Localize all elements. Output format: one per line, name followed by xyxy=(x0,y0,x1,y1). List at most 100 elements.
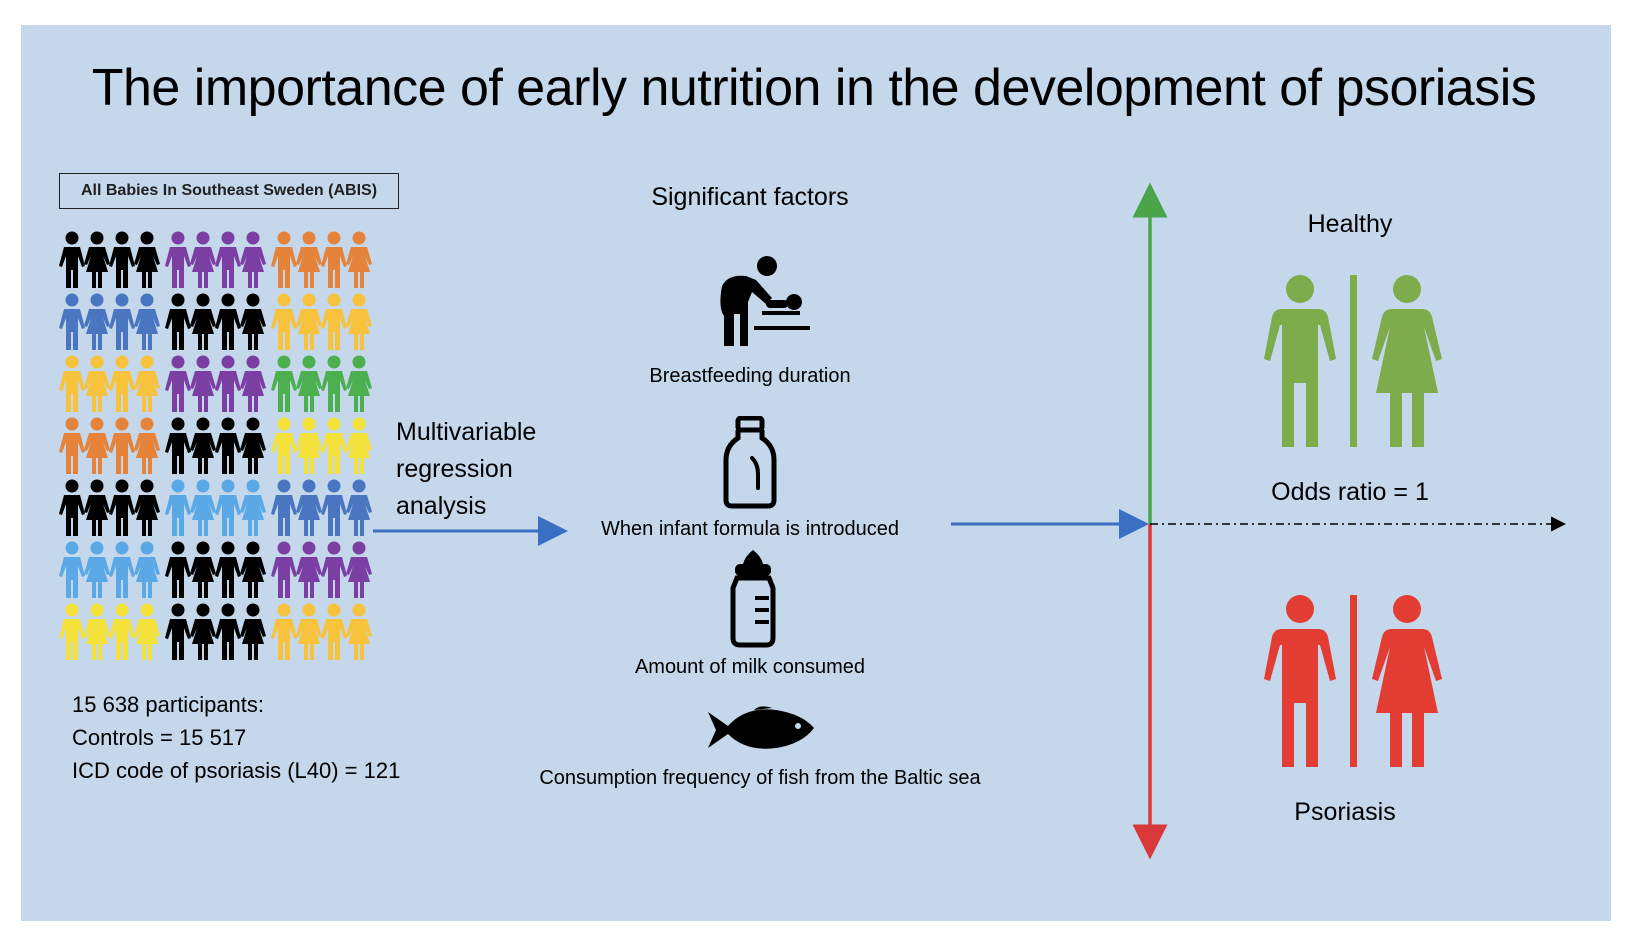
participant-figure xyxy=(271,479,297,536)
participant-figure xyxy=(165,355,191,412)
participant-figure xyxy=(215,293,241,350)
participant-figure xyxy=(321,231,347,288)
participant-figure xyxy=(109,355,135,412)
participant-figure xyxy=(165,417,191,474)
participant-figure xyxy=(346,479,372,536)
healthy-people-icon xyxy=(1264,275,1442,447)
participant-figure xyxy=(215,541,241,598)
factor-label-fish: Consumption frequency of fish from the B… xyxy=(539,767,981,789)
participant-figure xyxy=(321,355,347,412)
participant-figure xyxy=(59,417,85,474)
participant-figure xyxy=(346,541,372,598)
participant-figure xyxy=(165,293,191,350)
participant-figure xyxy=(296,417,322,474)
breastfeeding-icon xyxy=(720,256,810,346)
analysis-line-1: Multivariable xyxy=(396,418,537,446)
participants-people-grid xyxy=(59,231,372,660)
participant-figure xyxy=(190,231,216,288)
participant-figure xyxy=(84,293,110,350)
participant-figure xyxy=(84,603,110,660)
milk-bottle-icon xyxy=(730,550,776,648)
participant-figure xyxy=(59,355,85,412)
factor-label-formula: When infant formula is introduced xyxy=(601,518,899,540)
participant-figure xyxy=(109,293,135,350)
participant-figure xyxy=(134,603,160,660)
participant-figure xyxy=(215,231,241,288)
participant-figure xyxy=(215,355,241,412)
participant-figure xyxy=(190,293,216,350)
controls-count: Controls = 15 517 xyxy=(72,725,247,750)
participant-figure xyxy=(134,479,160,536)
participant-figure xyxy=(321,293,347,350)
participant-figure xyxy=(134,293,160,350)
participant-figure xyxy=(271,417,297,474)
analysis-line-3: analysis xyxy=(396,492,487,520)
participant-figure xyxy=(240,417,266,474)
participant-figure xyxy=(134,541,160,598)
participant-figure xyxy=(59,541,85,598)
participant-figure xyxy=(59,603,85,660)
participant-figure xyxy=(109,603,135,660)
participant-figure xyxy=(134,417,160,474)
participant-figure xyxy=(240,293,266,350)
psoriasis-label: Psoriasis xyxy=(1294,798,1396,826)
participant-figure xyxy=(134,231,160,288)
participant-figure xyxy=(190,417,216,474)
participant-figure xyxy=(84,355,110,412)
page-title: The importance of early nutrition in the… xyxy=(91,59,1537,117)
formula-bottle-icon xyxy=(723,416,777,509)
participant-figure xyxy=(296,541,322,598)
participant-figure xyxy=(165,541,191,598)
participant-figure xyxy=(84,479,110,536)
participant-figure xyxy=(215,479,241,536)
participant-figure xyxy=(240,355,266,412)
participant-figure xyxy=(134,355,160,412)
participant-figure xyxy=(240,479,266,536)
participant-figure xyxy=(240,541,266,598)
participant-figure xyxy=(321,479,347,536)
analysis-label: Multivariable regression analysis xyxy=(396,414,536,525)
participant-figure xyxy=(190,479,216,536)
participant-figure xyxy=(165,603,191,660)
participant-figure xyxy=(346,231,372,288)
participant-figure xyxy=(271,231,297,288)
participants-count: 15 638 participants: xyxy=(72,692,265,717)
psoriasis-people-icon xyxy=(1264,595,1442,767)
participant-figure xyxy=(346,417,372,474)
participant-figure xyxy=(296,231,322,288)
participant-figure xyxy=(190,541,216,598)
participant-figure xyxy=(296,355,322,412)
participant-figure xyxy=(84,417,110,474)
participant-figure xyxy=(321,417,347,474)
participant-figure xyxy=(346,293,372,350)
participant-figure xyxy=(321,603,347,660)
factor-label-breastfeeding: Breastfeeding duration xyxy=(649,365,851,387)
participant-figure xyxy=(346,603,372,660)
fish-icon xyxy=(708,706,814,749)
participant-figure xyxy=(109,479,135,536)
analysis-line-2: regression xyxy=(396,455,513,483)
participant-figure xyxy=(296,603,322,660)
participant-figure xyxy=(346,355,372,412)
participant-figure xyxy=(59,479,85,536)
participant-figure xyxy=(84,231,110,288)
participant-figure xyxy=(165,479,191,536)
participant-figure xyxy=(59,231,85,288)
participant-figure xyxy=(84,541,110,598)
participant-figure xyxy=(296,293,322,350)
participant-figure xyxy=(215,603,241,660)
participant-figure xyxy=(271,293,297,350)
participant-figure xyxy=(296,479,322,536)
participant-figure xyxy=(271,541,297,598)
participant-figure xyxy=(271,603,297,660)
participant-figure xyxy=(271,355,297,412)
participant-figure xyxy=(59,293,85,350)
cases-count: ICD code of psoriasis (L40) = 121 xyxy=(72,758,401,783)
participant-figure xyxy=(321,541,347,598)
odds-ratio-label: Odds ratio = 1 xyxy=(1271,478,1429,506)
healthy-label: Healthy xyxy=(1307,210,1393,238)
cohort-stats: 15 638 participants: Controls = 15 517 I… xyxy=(72,688,400,787)
participant-figure xyxy=(240,231,266,288)
participant-figure xyxy=(165,231,191,288)
